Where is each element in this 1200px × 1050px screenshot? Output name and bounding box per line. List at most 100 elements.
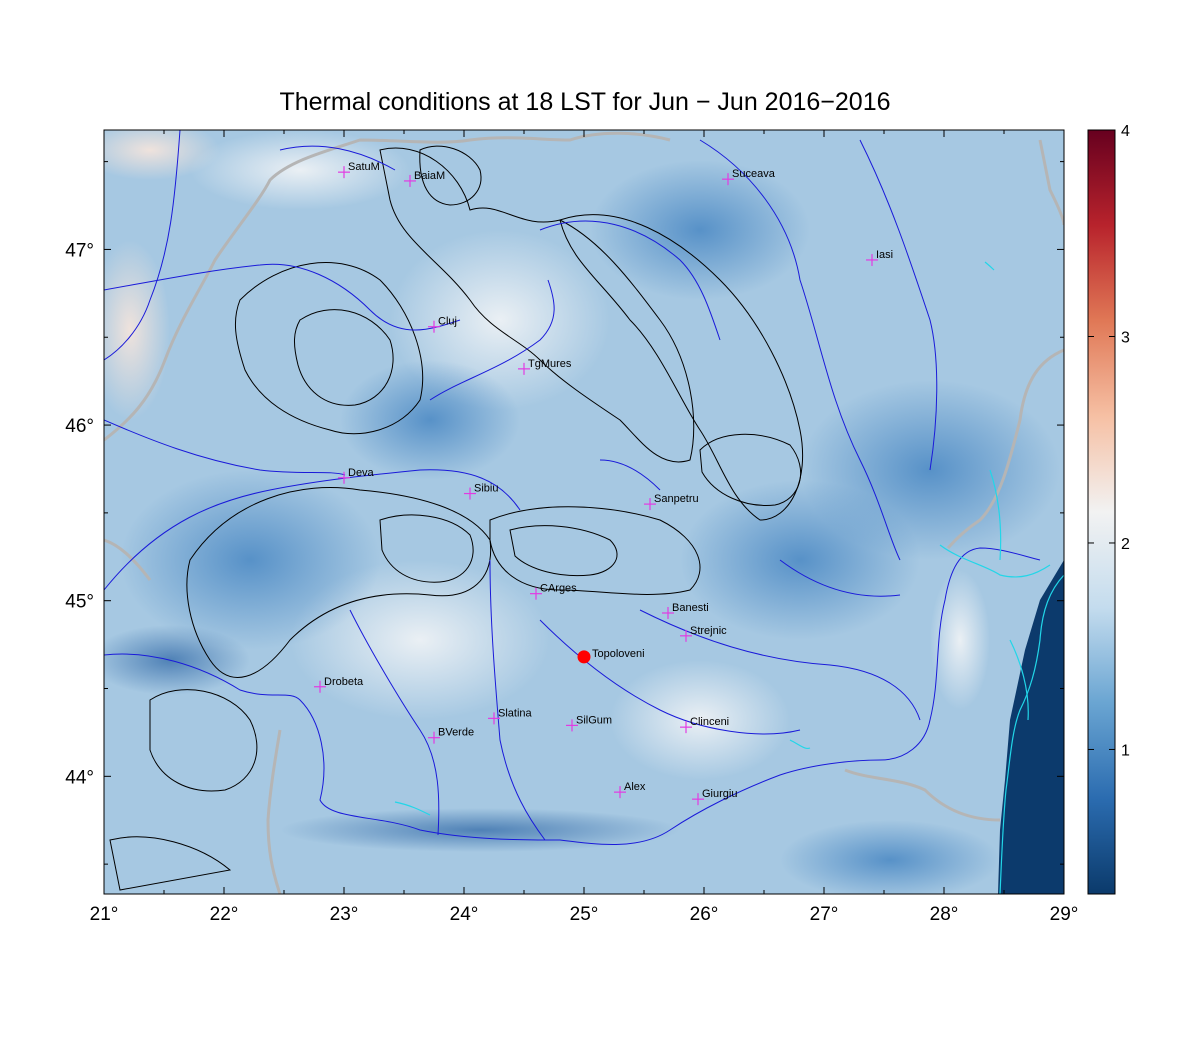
- contour-line: [559, 214, 804, 521]
- river-line: [859, 139, 938, 471]
- field-patch: [190, 130, 410, 210]
- highlight-station: Topoloveni: [577, 648, 645, 664]
- coast-line: [999, 574, 1064, 894]
- station-marker: SatuM: [338, 161, 380, 179]
- lat-tick-label: 45°: [65, 592, 94, 613]
- station-label: SilGum: [576, 714, 612, 726]
- lat-tick-label: 46°: [65, 416, 94, 437]
- contour-line: [294, 309, 394, 406]
- colorbar-tick-label: 1: [1121, 742, 1130, 759]
- station-label: Iasi: [876, 249, 893, 261]
- station-label: BaiaM: [414, 170, 445, 182]
- field-patch: [930, 570, 990, 710]
- elevation-contours: [109, 145, 804, 891]
- station-marker: CArges: [530, 583, 577, 600]
- lon-tick-label: 28°: [930, 904, 959, 925]
- lon-tick-label: 29°: [1050, 904, 1079, 925]
- highlight-label: Topoloveni: [592, 648, 645, 660]
- station-marker: BaiaM: [404, 170, 445, 187]
- lon-tick-label: 27°: [810, 904, 839, 925]
- river-line: [104, 469, 521, 591]
- stations: SatuM BaiaM Suceava Iasi Cluj TgMures Deva Sibi…: [314, 161, 893, 806]
- station-marker: BVerde: [428, 727, 474, 744]
- rivers: [104, 130, 1041, 845]
- river-line: [104, 419, 346, 476]
- border-line: [946, 348, 1064, 549]
- station-label: Suceava: [732, 168, 776, 180]
- contour-line: [149, 689, 258, 792]
- lat-axis: 44° 45° 46° 47°: [65, 161, 1064, 865]
- lon-tick-label: 23°: [330, 904, 359, 925]
- contour-line: [109, 836, 232, 891]
- border-line: [104, 131, 671, 442]
- contour-line: [419, 145, 482, 206]
- station-marker: Sanpetru: [644, 493, 699, 511]
- lon-tick-label: 24°: [450, 904, 479, 925]
- river-line: [779, 559, 901, 597]
- colorbar: 1 2 3 4: [1087, 123, 1130, 895]
- station-label: Cluj: [438, 316, 457, 328]
- river-line: [429, 279, 555, 401]
- coast-line: [984, 261, 995, 271]
- field-patch: [104, 625, 250, 695]
- station-label: Strejnic: [690, 625, 727, 637]
- field-patch: [120, 470, 380, 650]
- station-marker: SilGum: [566, 714, 612, 732]
- coast-line: [939, 544, 1051, 578]
- contour-line: [509, 525, 618, 577]
- station-label: Banesti: [672, 602, 709, 614]
- contour-line: [489, 506, 701, 595]
- station-label: Sanpetru: [654, 493, 699, 505]
- border-line: [844, 768, 1001, 822]
- station-marker: TgMures: [518, 358, 572, 375]
- coast-line: [394, 801, 431, 816]
- lon-tick-label: 21°: [90, 904, 119, 925]
- black-sea: [998, 560, 1064, 894]
- station-marker: Deva: [338, 467, 375, 484]
- river-line: [639, 609, 921, 721]
- lon-tick-label: 22°: [210, 904, 239, 925]
- contour-line: [699, 433, 802, 506]
- lon-tick-label: 26°: [690, 904, 719, 925]
- lat-tick-label: 47°: [65, 240, 94, 261]
- contour-line: [235, 262, 424, 435]
- station-marker: Drobeta: [314, 676, 364, 693]
- coastline: [394, 261, 1064, 894]
- river-line: [539, 220, 721, 341]
- river-line: [279, 145, 396, 171]
- river-line: [699, 139, 901, 561]
- field-patch: [610, 660, 790, 780]
- river-line: [599, 459, 661, 491]
- lon-axis: 21° 22° 23° 24° 25° 26° 27° 28° 29°: [90, 130, 1079, 925]
- field-patch: [590, 160, 810, 300]
- station-label: Deva: [348, 467, 375, 479]
- station-label: Clinceni: [690, 716, 729, 728]
- river-line: [104, 263, 461, 331]
- field-patch: [680, 480, 920, 640]
- station-label: TgMures: [528, 358, 572, 370]
- station-marker: Slatina: [488, 707, 533, 725]
- border-line: [104, 538, 152, 581]
- station-label: Slatina: [498, 707, 533, 719]
- coast-line: [989, 469, 1002, 561]
- station-label: CArges: [540, 583, 577, 595]
- colorbar-tick-label: 2: [1121, 536, 1130, 553]
- colorbar-tick-label: 3: [1121, 329, 1130, 346]
- station-marker: Giurgiu: [692, 788, 737, 806]
- field-patch: [780, 820, 1000, 894]
- station-label: BVerde: [438, 727, 474, 739]
- station-marker: Cluj: [428, 316, 457, 333]
- station-label: Drobeta: [324, 676, 364, 688]
- contour-line: [379, 514, 474, 583]
- thermal-field: [104, 130, 1064, 894]
- river-line: [104, 130, 181, 361]
- map-title: Thermal conditions at 18 LST for Jun − J…: [279, 88, 891, 116]
- coast-line: [1009, 639, 1029, 721]
- lon-tick-label: 25°: [570, 904, 599, 925]
- station-marker: Suceava: [722, 168, 776, 186]
- border-line: [266, 729, 282, 894]
- field-patch: [104, 240, 170, 420]
- field-patch: [340, 360, 520, 480]
- field-patch: [280, 808, 680, 852]
